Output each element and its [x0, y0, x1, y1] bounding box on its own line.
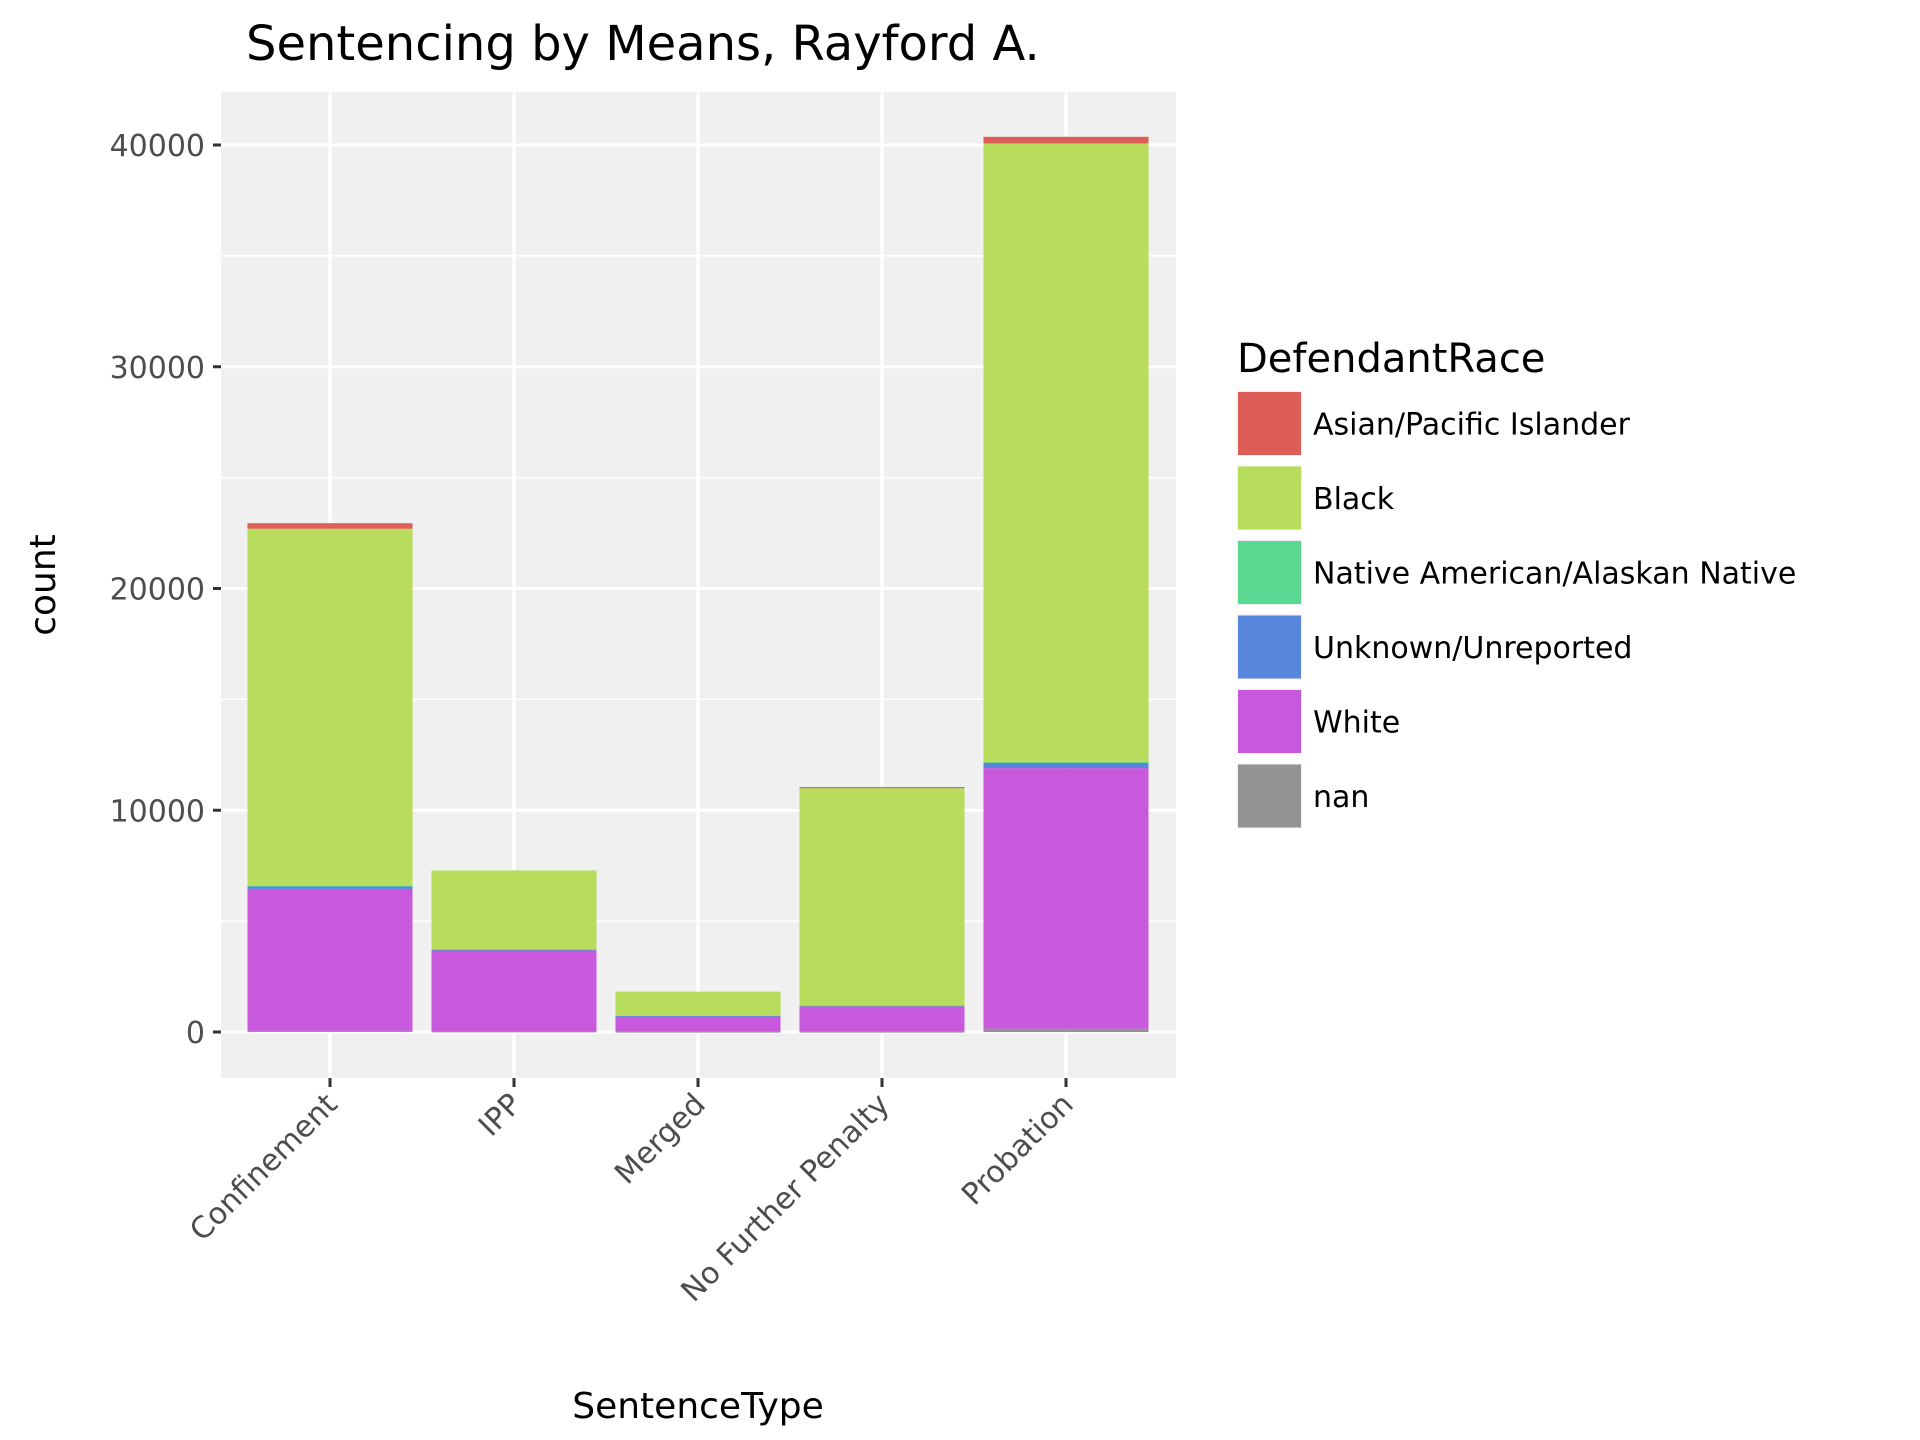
bar-segment [983, 1028, 1149, 1032]
legend-label: nan [1313, 780, 1369, 815]
legend-key [1238, 466, 1301, 530]
legend-key [1238, 690, 1301, 753]
x-tick-label: IPP [472, 1087, 529, 1144]
legend-key [1238, 764, 1301, 828]
bar-segment [799, 1006, 965, 1032]
legend-key [1238, 541, 1301, 604]
bar-segment [247, 886, 413, 889]
chart-title: Sentencing by Means, Rayford A. [246, 16, 1040, 72]
legend-label: Black [1313, 482, 1395, 517]
legend-key [1238, 392, 1301, 455]
x-axis-title: SentenceType [572, 1386, 824, 1427]
bar-segment [247, 528, 413, 886]
y-axis-title: count [23, 534, 64, 636]
y-tick-label: 40000 [110, 129, 205, 164]
bar-segment [983, 768, 1149, 1029]
bar-segment [431, 950, 597, 1032]
y-tick-label: 20000 [110, 573, 205, 608]
legend: DefendantRace Asian/Pacific Islander Blac… [1237, 336, 1796, 829]
bar-segment [247, 888, 413, 1031]
y-tick-label: 30000 [110, 351, 205, 386]
y-tick-label: 0 [186, 1016, 205, 1051]
bar-segment [615, 991, 781, 1017]
bar-segment [983, 762, 1149, 763]
bar-segment [615, 1016, 781, 1032]
bar-segment [799, 788, 965, 1006]
x-tick-label: Merged [608, 1087, 712, 1191]
bar-segment [247, 1030, 413, 1032]
bars [247, 136, 1149, 1033]
legend-title: DefendantRace [1237, 336, 1545, 382]
bar-segment [983, 762, 1149, 769]
x-tick-label: No Further Penalty [675, 1087, 897, 1309]
bar-segment [983, 143, 1149, 763]
legend-label: Unknown/Unreported [1313, 631, 1632, 666]
legend-label: White [1313, 706, 1400, 741]
bar-segment [799, 1005, 965, 1007]
bar-segment [431, 870, 597, 950]
legend-label: Asian/Pacific Islander [1313, 408, 1631, 443]
bar-segment [799, 787, 965, 789]
bar-segment [615, 1031, 781, 1033]
bar-segment [431, 949, 597, 950]
bar-segment [615, 1016, 781, 1017]
bar-segment [247, 523, 413, 529]
bar-segment [247, 885, 413, 887]
bar-segment [799, 1031, 965, 1033]
bar-segment [431, 1031, 597, 1033]
x-tick-label: Confinement [183, 1087, 344, 1248]
legend-label: Native American/Alaskan Native [1313, 557, 1796, 592]
bar-segment [983, 136, 1149, 144]
x-tick-label: Probation [955, 1087, 1081, 1213]
legend-key [1238, 615, 1301, 679]
y-tick-label: 10000 [110, 794, 205, 829]
